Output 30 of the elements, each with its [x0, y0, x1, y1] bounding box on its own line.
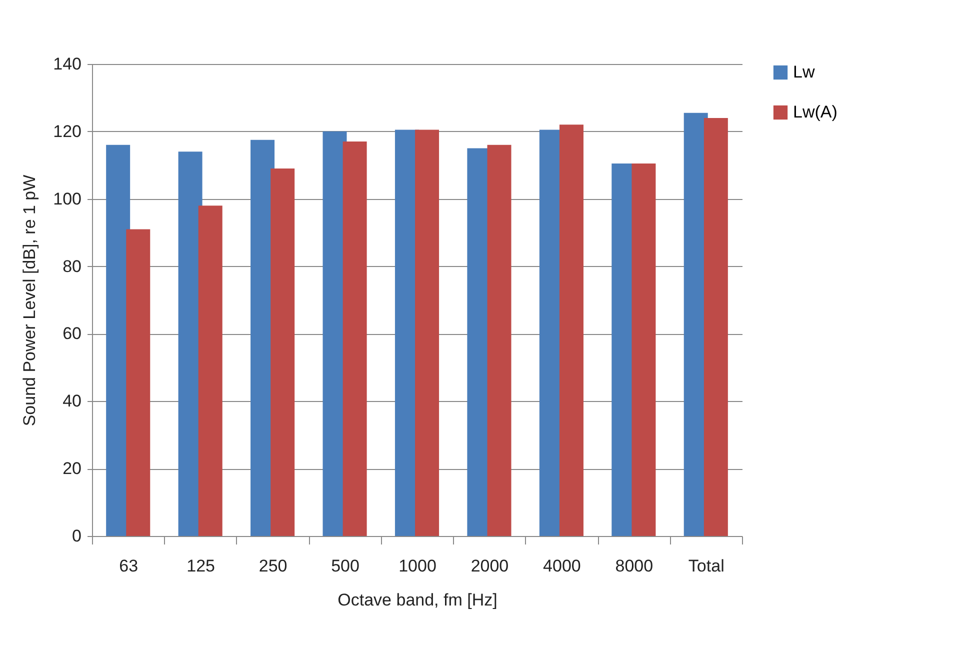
legend-label: Lw(A)	[793, 102, 838, 122]
bar	[270, 168, 295, 536]
y-tick-label: 100	[53, 189, 82, 208]
x-tick-label: 8000	[615, 556, 654, 576]
bar	[704, 118, 728, 536]
bar	[559, 124, 584, 536]
bar	[198, 206, 222, 536]
y-tick-label: 60	[62, 324, 82, 344]
x-tick-label: 4000	[543, 556, 581, 576]
y-axis-title: Sound Power Level [dB], re 1 pW	[20, 174, 40, 426]
bar	[487, 144, 512, 536]
x-tick-label: 500	[331, 556, 360, 576]
x-axis-title: Octave band, fm [Hz]	[338, 590, 498, 610]
x-tick-label: 1000	[398, 556, 436, 576]
x-tick-label: 125	[186, 556, 216, 576]
x-tick-label: 250	[258, 556, 288, 576]
legend-label: Lw	[793, 62, 816, 82]
bar	[342, 142, 367, 536]
x-tick-label: Total	[688, 556, 724, 576]
y-tick-label: 140	[53, 54, 82, 74]
y-tick-label: 40	[62, 392, 82, 411]
y-tick-label: 120	[53, 122, 82, 141]
bar	[126, 229, 150, 536]
y-tick-label: 20	[62, 459, 82, 478]
x-tick-label: 2000	[470, 556, 509, 576]
bar	[415, 130, 440, 536]
y-tick-label: 0	[72, 526, 82, 546]
bar	[632, 163, 656, 536]
y-tick-label: 80	[62, 256, 82, 276]
x-tick-label: 63	[119, 556, 138, 576]
